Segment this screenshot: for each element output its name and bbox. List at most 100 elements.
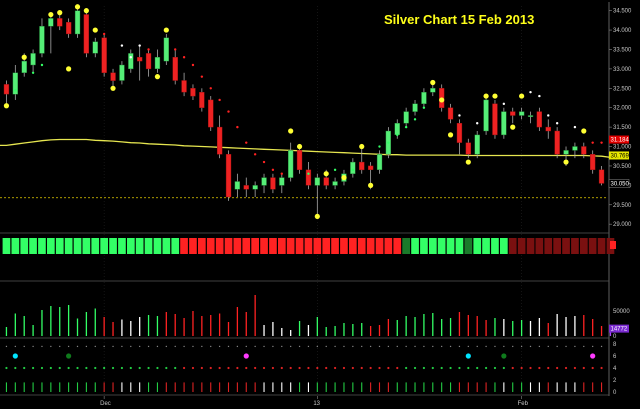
candle-body (270, 177, 276, 190)
indicator-dot-top (476, 345, 478, 348)
indicator-dot-top (272, 345, 274, 348)
sar-dot (48, 11, 54, 18)
indicator-dot-top (165, 345, 168, 348)
indicator-dot-mid (529, 366, 532, 370)
sar-dot (333, 168, 337, 172)
sar-dot (236, 125, 239, 129)
indicator-dot-top (32, 345, 34, 348)
date-label: Feb (518, 401, 529, 407)
trend-bar-panel (2, 238, 616, 254)
candle-body (30, 53, 36, 66)
sar-dot (296, 143, 303, 150)
candle-body (403, 111, 409, 124)
candle-body (154, 57, 161, 70)
indicator-dot-top (59, 345, 61, 348)
candle-body (39, 26, 45, 54)
indicator-dot-top (5, 345, 8, 348)
trend-bar-cell (135, 238, 144, 254)
candle-body (368, 165, 374, 170)
indicator-dot-top (423, 345, 425, 348)
trend-bar-cell (420, 238, 428, 254)
candle-body (598, 169, 605, 184)
price-tag-box (609, 135, 629, 144)
candle-body (145, 53, 152, 70)
indicator-tick-label: 4 (613, 366, 617, 372)
indicator-signal-marker (243, 353, 249, 359)
indicator-dot-mid (40, 366, 44, 370)
trend-bar-cell (535, 238, 544, 254)
indicator-dot-mid (316, 366, 319, 370)
candle-body (163, 37, 169, 62)
candle-body (332, 181, 338, 186)
sar-dot (502, 102, 506, 106)
indicator-signal-marker (12, 353, 18, 359)
indicator-dot-mid (103, 366, 106, 370)
candle-body (234, 181, 240, 190)
candle-body (483, 99, 489, 132)
price-tick-label: 31.500 (613, 125, 632, 131)
indicator-dot-top (254, 345, 256, 348)
indicator-dot-top (121, 345, 123, 348)
indicator-dot-top (236, 345, 239, 348)
indicator-dot-mid (405, 366, 408, 370)
indicator-dot-mid (396, 366, 399, 370)
indicator-dot-top (156, 345, 159, 348)
candle-body (128, 53, 134, 70)
indicator-panel: 8 6 4 2 0 (5, 342, 617, 396)
sar-dot (102, 32, 106, 36)
trend-bar-cell (340, 238, 348, 254)
trend-bar-cell (127, 238, 135, 254)
sar-dot (323, 171, 329, 177)
candle-body (572, 146, 578, 151)
trend-bar-cell (269, 238, 277, 254)
volume-tick-label: 50000 (613, 309, 630, 315)
sar-dot (581, 128, 587, 134)
indicator-dot-mid (218, 366, 221, 370)
trend-bar-cell (491, 238, 499, 254)
indicator-dot-mid (564, 366, 568, 370)
indicator-dot-top (556, 345, 558, 348)
indicator-dot-mid (476, 366, 479, 370)
candle-body (279, 177, 285, 186)
sar-dot (21, 54, 27, 60)
indicator-dot-top (41, 345, 43, 348)
trend-bar-cell (180, 238, 188, 254)
trend-bar-cell (357, 238, 366, 254)
indicator-dot-top (325, 345, 327, 348)
candle-body (225, 154, 232, 198)
indicator-dot-top (245, 345, 247, 348)
candle-body (243, 185, 249, 190)
trend-bar-cell (233, 238, 242, 254)
sar-dot (280, 172, 283, 175)
indicator-dot-top (512, 345, 514, 348)
sar-dot (600, 141, 603, 144)
candle-body (412, 103, 418, 112)
trend-bar-cell (64, 238, 73, 254)
indicator-dot-top (281, 345, 283, 348)
sar-dot (519, 93, 525, 99)
indicator-dot-top (458, 345, 461, 348)
indicator-dot-top (76, 345, 79, 348)
volume-last-tag (609, 324, 629, 333)
indicator-signal-marker (66, 353, 72, 359)
sar-dot (271, 168, 275, 172)
indicator-dot-mid (94, 366, 97, 370)
candle-body (501, 111, 507, 136)
trend-bar-cell (349, 238, 357, 254)
sar-dot (341, 174, 347, 181)
candle-body (510, 111, 516, 116)
indicator-dot-mid (31, 366, 35, 370)
trend-bar-cell (437, 238, 446, 254)
trend-bar-cell (251, 238, 259, 254)
price-tick-label: 34.500 (613, 9, 632, 15)
candle-body (288, 150, 294, 178)
trend-bar-cell (331, 238, 339, 254)
trend-bar-cell (73, 238, 82, 254)
trend-bar-cell (38, 238, 46, 254)
price-tag-box (609, 151, 629, 160)
trend-bar-cell (464, 238, 473, 254)
candles-layer (3, 6, 605, 217)
indicator-dot-mid (333, 366, 337, 370)
indicator-dot-mid (209, 366, 212, 370)
